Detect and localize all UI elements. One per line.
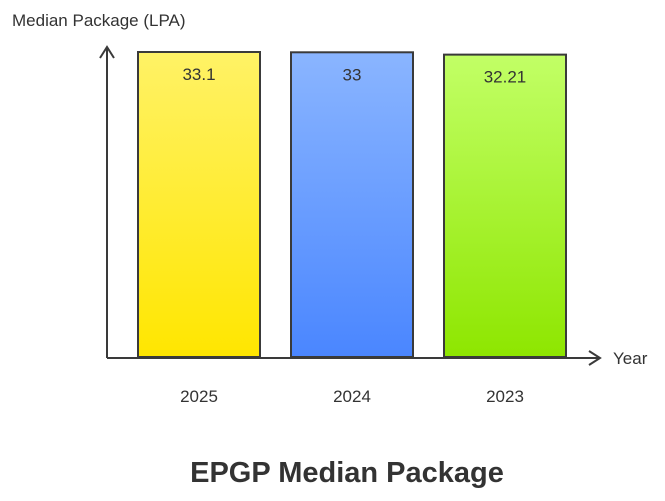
bar-2025	[137, 51, 261, 358]
x-axis-title: Year	[613, 349, 648, 368]
x-axis-arrow-icon	[588, 350, 602, 366]
bar-2023	[443, 53, 567, 359]
data-label-2025: 33.1	[182, 65, 215, 84]
x-tick-labels: 2025 2024 2023	[180, 387, 524, 406]
bars-group: 33.1 33 32.21	[137, 51, 567, 359]
y-axis-arrow-icon	[99, 45, 115, 59]
data-label-2023: 32.21	[484, 68, 527, 87]
chart-title: EPGP Median Package	[190, 457, 504, 489]
bar-2024	[290, 51, 414, 358]
x-tick-label-2023: 2023	[486, 387, 524, 406]
x-tick-label-2025: 2025	[180, 387, 218, 406]
y-axis-title: Median Package (LPA)	[12, 11, 186, 30]
x-tick-label-2024: 2024	[333, 387, 371, 406]
data-label-2024: 33	[343, 65, 362, 84]
